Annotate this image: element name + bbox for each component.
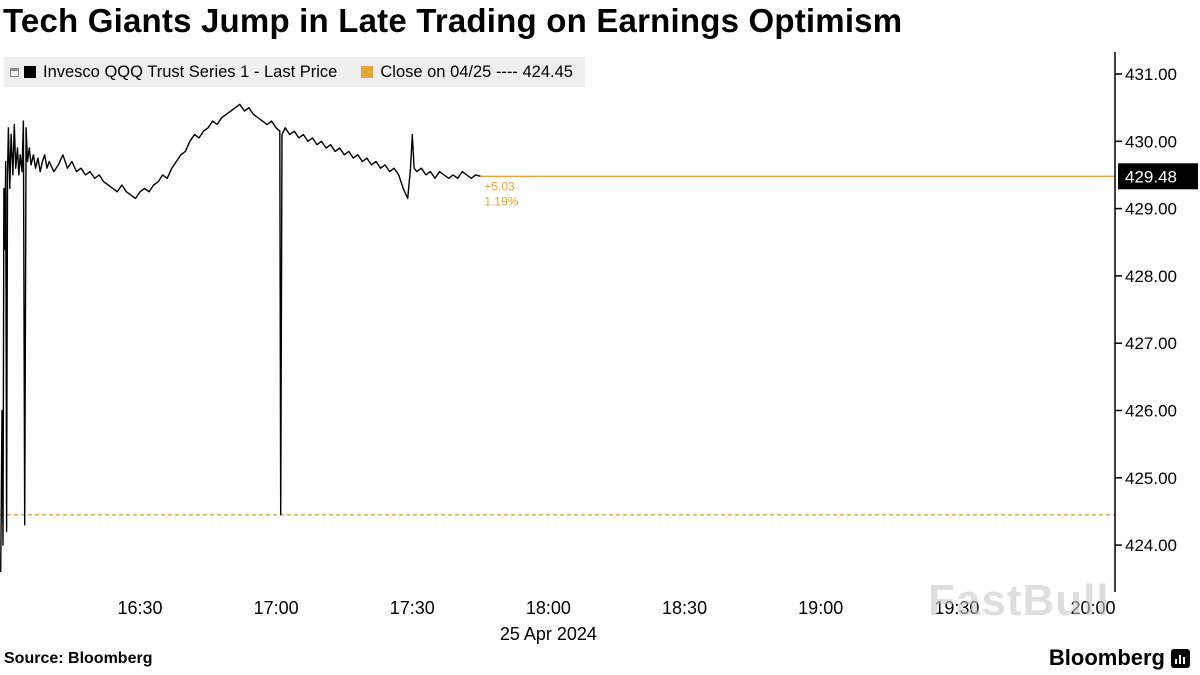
x-axis-tick-label: 18:00: [526, 598, 571, 618]
x-axis-date-label: 25 Apr 2024: [500, 624, 597, 644]
chart-legend: Invesco QQQ Trust Series 1 - Last Price …: [4, 57, 585, 87]
y-axis-tick-label: 431.00: [1125, 65, 1177, 84]
bloomberg-logo: Bloomberg: [1049, 645, 1190, 671]
last-price-label-box: [1118, 163, 1198, 190]
legend-close-label: Close on 04/25 ---- 424.45: [380, 62, 573, 81]
y-axis-tick-label: 426.00: [1125, 402, 1177, 421]
y-axis-tick-label: 428.00: [1125, 267, 1177, 286]
watermark: FastBull: [928, 576, 1110, 625]
close-swatch-orange: [361, 66, 374, 78]
y-axis-tick-label: 425.00: [1125, 469, 1177, 488]
bloomberg-logo-text: Bloomberg: [1048, 645, 1165, 670]
last-price-label: 429.48: [1125, 167, 1177, 186]
y-axis-tick-label: 427.00: [1125, 334, 1177, 353]
y-axis-tick-label: 424.00: [1125, 536, 1177, 555]
panel-icon: [10, 67, 19, 77]
x-axis-tick-label: 17:00: [254, 598, 299, 618]
x-axis-tick-label: 19:00: [798, 598, 843, 618]
bloomberg-logo-icon: [1171, 648, 1190, 668]
series-swatch-black: [24, 66, 36, 78]
legend-series-label: Invesco QQQ Trust Series 1 - Last Price: [43, 62, 338, 81]
price-line: [0, 103, 481, 573]
x-axis-tick-label: 17:30: [390, 598, 435, 618]
page-title: Tech Giants Jump in Late Trading on Earn…: [3, 2, 903, 39]
change-pct-annotation: 1.19%: [484, 194, 518, 208]
change-annotation: +5.03: [484, 179, 515, 193]
source-credit: Source: Bloomberg: [4, 650, 153, 667]
x-axis-tick-label: 16:30: [117, 598, 162, 618]
y-axis-tick-label: 430.00: [1125, 132, 1177, 151]
y-axis-tick-label: 429.00: [1125, 200, 1177, 219]
x-axis-tick-label: 18:30: [662, 598, 707, 618]
